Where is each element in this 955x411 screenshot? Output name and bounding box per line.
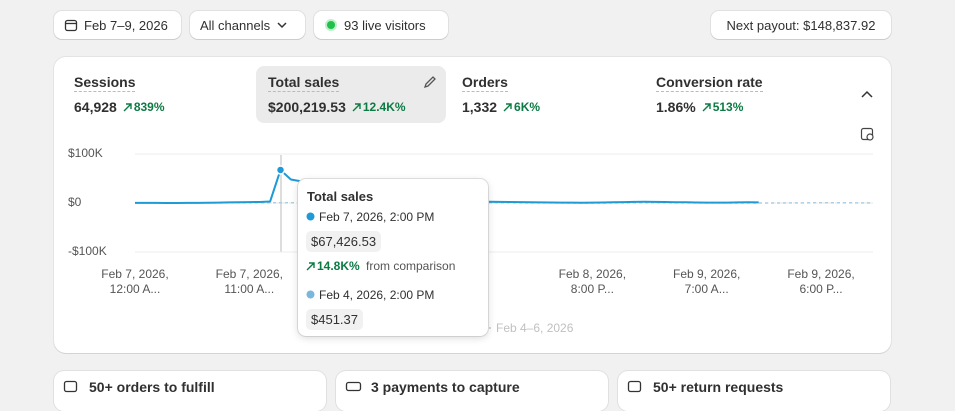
- y-tick-label: $100K: [68, 146, 103, 160]
- task-card[interactable]: 50+ return requests: [618, 371, 890, 411]
- tooltip-change-note: from comparison: [366, 259, 455, 273]
- tooltip-compare-value: $451.37: [306, 309, 363, 330]
- dashboard: Feb 7–9, 2026 All channels 93 live visit…: [0, 0, 955, 400]
- task-card[interactable]: 3 payments to capture: [336, 371, 608, 411]
- task-icon: [345, 379, 362, 394]
- up-arrow: [306, 262, 315, 271]
- legend-entry: Feb 4–6, 2026: [496, 321, 573, 335]
- tooltip: Total sales Feb 7, 2026, 2:00 PM $67,426…: [298, 179, 488, 336]
- tooltip-title: Total sales: [307, 189, 373, 204]
- task-label: 3 payments to capture: [371, 379, 520, 395]
- hover-point: [277, 166, 285, 174]
- x-tick-label: Feb 7, 2026, 11:00 A...: [207, 267, 291, 297]
- series-dot: [306, 290, 315, 299]
- task-icon: [63, 379, 78, 394]
- x-tick-label: Feb 7, 2026, 12:00 A...: [93, 267, 177, 297]
- task-label: 50+ return requests: [653, 379, 783, 395]
- x-tick-label: Feb 8, 2026, 8:00 P...: [550, 267, 634, 297]
- tooltip-value: $67,426.53: [306, 231, 381, 252]
- tooltip-change: 14.8K%: [317, 259, 360, 273]
- tooltip-compare-date: Feb 4, 2026, 2:00 PM: [319, 288, 434, 302]
- task-icon: [627, 379, 642, 394]
- task-card[interactable]: 50+ orders to fulfill: [54, 371, 326, 411]
- task-label: 50+ orders to fulfill: [89, 379, 215, 395]
- y-tick-label: -$100K: [68, 244, 107, 258]
- x-tick-label: Feb 9, 2026, 6:00 P...: [779, 267, 863, 297]
- tooltip-date: Feb 7, 2026, 2:00 PM: [319, 210, 434, 224]
- x-tick-label: Feb 9, 2026, 7:00 A...: [665, 267, 749, 297]
- y-tick-label: $0: [68, 195, 81, 209]
- series-dot: [306, 212, 315, 221]
